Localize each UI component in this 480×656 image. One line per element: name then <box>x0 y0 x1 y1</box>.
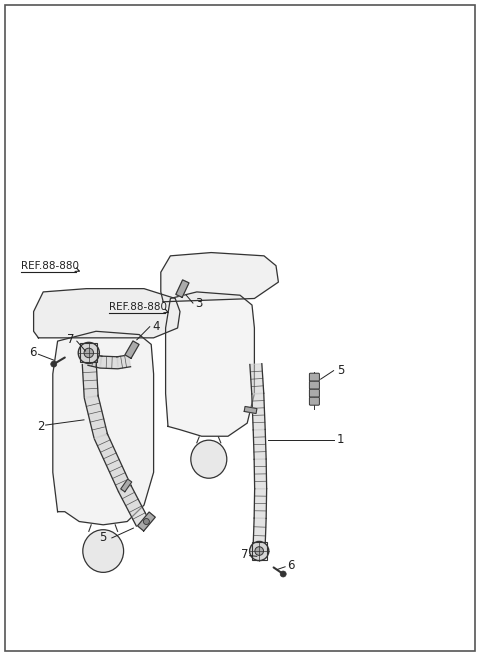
Polygon shape <box>250 363 264 394</box>
Circle shape <box>144 518 149 525</box>
Text: 4: 4 <box>152 320 160 333</box>
Polygon shape <box>121 479 132 492</box>
Polygon shape <box>34 289 180 338</box>
Polygon shape <box>119 485 149 526</box>
FancyBboxPatch shape <box>310 389 319 397</box>
Circle shape <box>280 571 286 577</box>
Text: 5: 5 <box>337 364 345 377</box>
FancyBboxPatch shape <box>310 381 319 389</box>
Ellipse shape <box>191 440 227 478</box>
Polygon shape <box>82 363 98 398</box>
Polygon shape <box>125 341 139 358</box>
Text: 5: 5 <box>99 531 107 544</box>
Polygon shape <box>88 354 102 368</box>
Polygon shape <box>53 331 154 525</box>
Circle shape <box>84 348 94 358</box>
Text: 7: 7 <box>67 333 75 346</box>
Text: 3: 3 <box>195 297 203 310</box>
Polygon shape <box>166 292 254 436</box>
Polygon shape <box>253 518 266 544</box>
Polygon shape <box>161 253 278 302</box>
Polygon shape <box>176 280 189 297</box>
Polygon shape <box>254 459 266 489</box>
Text: 6: 6 <box>287 559 294 572</box>
Circle shape <box>250 541 269 561</box>
Text: 7: 7 <box>241 548 249 561</box>
Circle shape <box>78 342 99 363</box>
Polygon shape <box>254 489 266 518</box>
Text: REF.88-880: REF.88-880 <box>21 260 79 271</box>
Text: 2: 2 <box>37 420 45 433</box>
Circle shape <box>255 546 264 556</box>
Text: REF.88-880: REF.88-880 <box>109 302 168 312</box>
Polygon shape <box>117 355 131 369</box>
Polygon shape <box>253 430 266 459</box>
FancyBboxPatch shape <box>310 397 319 405</box>
Text: 1: 1 <box>337 433 345 446</box>
Circle shape <box>51 361 57 367</box>
Polygon shape <box>101 356 118 369</box>
Polygon shape <box>138 512 155 531</box>
Polygon shape <box>84 395 108 438</box>
Text: 6: 6 <box>29 346 36 359</box>
Ellipse shape <box>83 529 124 572</box>
Polygon shape <box>244 407 257 413</box>
FancyBboxPatch shape <box>310 373 319 381</box>
Polygon shape <box>95 434 131 491</box>
Polygon shape <box>252 394 265 430</box>
